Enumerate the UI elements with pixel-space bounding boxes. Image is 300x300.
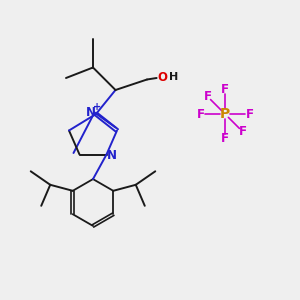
Text: N: N	[106, 148, 117, 162]
Text: H: H	[169, 72, 178, 82]
Text: F: F	[221, 83, 229, 96]
Text: P: P	[220, 107, 230, 121]
Text: F: F	[204, 90, 212, 103]
Text: F: F	[196, 107, 204, 121]
Text: N: N	[86, 106, 96, 119]
Text: F: F	[221, 132, 229, 145]
Text: O: O	[158, 70, 168, 84]
Text: F: F	[246, 107, 254, 121]
Text: F: F	[238, 125, 246, 138]
Text: +: +	[93, 101, 102, 112]
